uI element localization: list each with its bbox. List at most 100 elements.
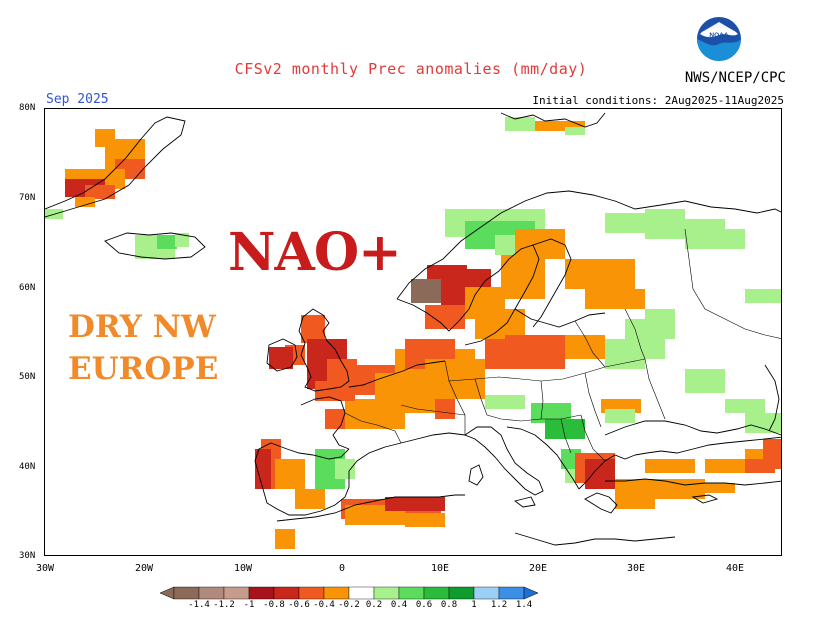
org-label: NWS/NCEP/CPC xyxy=(684,70,786,86)
anomaly-cell xyxy=(685,219,725,249)
noaa-logo-icon: NOAA xyxy=(697,17,741,61)
lat-label-40n: 40N xyxy=(19,462,36,472)
anomaly-cell xyxy=(325,409,345,429)
anomaly-cell xyxy=(85,185,115,199)
nao-annotation: NAO+ xyxy=(228,222,402,283)
anomaly-cell xyxy=(545,419,585,439)
anomaly-cell xyxy=(705,459,745,473)
colorbar-swatch xyxy=(248,586,275,600)
colorbar-swatch xyxy=(498,586,525,600)
colorbar-label: 0.6 xyxy=(415,600,433,610)
anomaly-cell xyxy=(535,121,585,131)
lat-label-60n: 60N xyxy=(19,283,36,293)
anomaly-cell xyxy=(725,229,745,249)
anomaly-cell xyxy=(685,369,725,393)
anomaly-cell xyxy=(745,413,781,433)
anomaly-cell xyxy=(255,449,271,489)
anomaly-cell xyxy=(565,335,605,359)
anomaly-cell xyxy=(275,529,295,549)
colorbar-label: 1 xyxy=(471,600,477,610)
colorbar-label: -0.6 xyxy=(288,600,310,610)
anomaly-cell xyxy=(157,235,177,249)
anomaly-cell xyxy=(385,497,445,511)
colorbar-label: -1.2 xyxy=(213,600,235,610)
anomaly-cell xyxy=(435,399,455,419)
colorbar-label: 1.4 xyxy=(515,600,533,610)
anomaly-cell xyxy=(475,309,525,339)
dry-europe-annotation: DRY NW EUROPE xyxy=(68,306,218,390)
colorbar-label: -1.4 xyxy=(188,600,210,610)
anomaly-cell xyxy=(725,399,765,413)
anomaly-cell xyxy=(315,381,355,401)
colorbar-swatch xyxy=(173,586,200,600)
coastlines xyxy=(45,112,781,546)
anomaly-cell xyxy=(411,279,441,303)
lon-label-40e: 40E xyxy=(725,563,745,574)
colorbar-swatch xyxy=(198,586,225,600)
lat-label-70n: 70N xyxy=(19,193,36,203)
anomaly-cell xyxy=(269,347,293,369)
anomaly-cells xyxy=(45,117,781,549)
colorbar-label: 0.4 xyxy=(390,600,408,610)
anomaly-cell xyxy=(425,305,465,329)
anomaly-cell xyxy=(335,459,355,479)
anomaly-cell xyxy=(75,197,95,207)
anomaly-cell xyxy=(695,483,735,493)
anomaly-cell xyxy=(505,335,565,359)
colorbar-left-arrow xyxy=(160,586,175,600)
anomaly-cell xyxy=(275,459,305,489)
lat-label-50n: 50N xyxy=(19,372,36,382)
colorbar-swatch xyxy=(473,586,500,600)
lon-label-0: 0 xyxy=(338,563,346,574)
anomaly-cell xyxy=(345,399,405,429)
anomaly-cell xyxy=(515,229,565,259)
colorbar-label: -0.8 xyxy=(263,600,285,610)
anomaly-cell xyxy=(175,233,189,247)
colorbar-label: -0.2 xyxy=(338,600,360,610)
anomaly-cell xyxy=(745,289,781,303)
dry-line-1: DRY NW xyxy=(68,309,216,345)
colorbar-swatches xyxy=(160,586,539,600)
colorbar-label: -0.4 xyxy=(313,600,335,610)
lon-label-30e: 30E xyxy=(626,563,646,574)
lat-label-30n: 30N xyxy=(19,551,36,561)
logo-text: NOAA xyxy=(709,32,728,39)
colorbar-swatch xyxy=(448,586,475,600)
anomaly-cell xyxy=(763,439,781,469)
colorbar xyxy=(160,586,539,600)
anomaly-cell xyxy=(605,409,635,423)
anomaly-cell xyxy=(585,459,615,489)
anomaly-cell xyxy=(645,479,705,499)
anomaly-cell xyxy=(645,209,685,239)
lon-label-10w: 10W xyxy=(233,563,253,574)
anomaly-cell xyxy=(301,315,325,343)
anomaly-cell xyxy=(645,459,695,473)
colorbar-swatch xyxy=(423,586,450,600)
colorbar-swatch xyxy=(223,586,250,600)
month-label: Sep 2025 xyxy=(46,92,109,107)
initial-conditions-label: Initial conditions: 2Aug2025-11Aug2025 xyxy=(532,94,784,107)
colorbar-swatch xyxy=(373,586,400,600)
colorbar-swatch xyxy=(398,586,425,600)
colorbar-label: 0.8 xyxy=(440,600,458,610)
lat-label-80n: 80N xyxy=(19,103,36,113)
colorbar-swatch xyxy=(323,586,350,600)
dry-line-2: EUROPE xyxy=(68,351,219,387)
map-area xyxy=(44,108,782,556)
lon-label-10e: 10E xyxy=(430,563,450,574)
anomaly-cell xyxy=(565,259,635,289)
anomaly-cell xyxy=(295,489,325,509)
lon-label-30w: 30W xyxy=(35,563,55,574)
colorbar-label: 1.2 xyxy=(490,600,508,610)
anomaly-cell xyxy=(565,127,585,135)
anomaly-cell xyxy=(485,395,525,409)
colorbar-label: 0.2 xyxy=(365,600,383,610)
colorbar-right-arrow xyxy=(523,586,539,600)
colorbar-swatch xyxy=(298,586,325,600)
colorbar-swatch xyxy=(273,586,300,600)
anomaly-cell xyxy=(505,117,535,131)
anomaly-cell xyxy=(585,289,645,309)
colorbar-label: -1 xyxy=(243,600,255,610)
anomaly-cell xyxy=(605,213,645,233)
anomaly-cell xyxy=(645,309,675,339)
